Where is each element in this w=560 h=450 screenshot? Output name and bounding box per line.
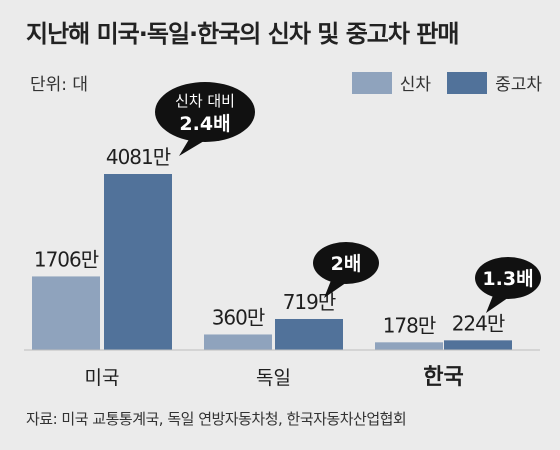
category-label-0: 미국 — [85, 367, 120, 389]
callout-bubble-1 — [313, 242, 379, 284]
category-label-2: 한국 — [423, 365, 463, 390]
bar-new-1 — [204, 334, 272, 350]
bar-used-1 — [275, 318, 343, 350]
data-label-used-0: 4081만 — [106, 145, 171, 169]
source-note: 자료: 미국 교통통계국, 독일 연방자동차청, 한국자동차산업협회 — [26, 410, 407, 428]
unit-label: 단위: 대 — [30, 75, 89, 95]
bar-used-0 — [104, 174, 172, 350]
data-label-new-1: 360만 — [212, 305, 265, 329]
legend-label-used: 중고차 — [495, 75, 542, 95]
callout-text-1-0: 2배 — [331, 253, 362, 275]
legend-item-new: 신차 — [351, 70, 432, 95]
legend-item-used: 중고차 — [447, 70, 542, 95]
callout-text-2-0: 1.3배 — [482, 268, 533, 290]
category-label-1: 독일 — [256, 367, 291, 389]
bar-used-2 — [444, 340, 512, 350]
legend-swatch-used — [447, 71, 488, 94]
callout-text-0-1: 2.4배 — [179, 113, 230, 135]
legend-label-new: 신차 — [399, 75, 432, 95]
chart-title: 지난해 미국·독일·한국의 신차 및 중고차 판매 — [26, 20, 459, 48]
data-label-new-2: 178만 — [383, 313, 436, 337]
callout-bubble-2 — [475, 257, 541, 299]
legend-swatch-new — [351, 71, 392, 94]
bar-new-0 — [32, 276, 100, 350]
data-label-new-0: 1706만 — [34, 247, 99, 271]
callout-text-0-0: 신차 대비 — [175, 92, 235, 110]
bar-new-2 — [375, 342, 443, 350]
legend: 신차 중고차 — [336, 70, 542, 95]
callout-bubble-0 — [155, 82, 255, 142]
data-label-used-2: 224만 — [452, 311, 505, 335]
